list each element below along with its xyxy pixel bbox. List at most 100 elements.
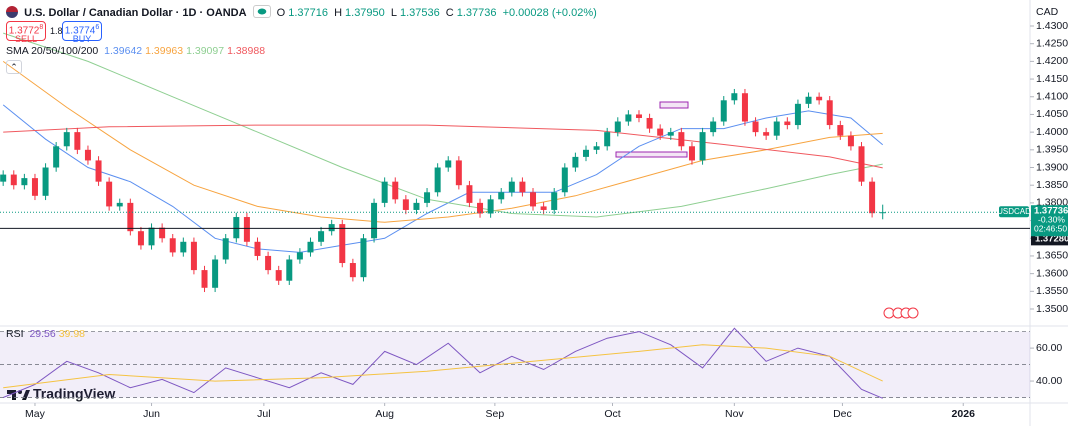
indicator-line — [3, 344, 883, 389]
last-change: -0.30% — [1038, 214, 1065, 224]
candle-body — [0, 174, 7, 182]
candle-body — [84, 149, 91, 161]
last-price-badge — [1031, 205, 1068, 237]
candle-body — [657, 128, 664, 136]
candle-body — [106, 181, 113, 207]
y-tick-label: 1.35000 — [1036, 303, 1068, 315]
y-tick-label: 1.42500 — [1036, 37, 1068, 49]
sell-button[interactable]: 1.37728 SELL — [6, 21, 46, 45]
collapse-button[interactable]: ⌃ — [6, 60, 22, 74]
symbol-badge — [999, 206, 1029, 218]
rsi-value: 29.56 — [29, 328, 56, 340]
candle-body — [826, 100, 833, 126]
candle-body — [180, 241, 187, 253]
candle-body — [858, 146, 865, 182]
x-tick-label: Oct — [604, 408, 620, 420]
x-tick-label: Nov — [725, 408, 744, 420]
candle-body — [392, 181, 399, 200]
candle-body — [402, 199, 409, 210]
candle-body — [498, 192, 505, 200]
sell-price: 1.3772 — [8, 25, 40, 37]
candle-body — [710, 121, 717, 133]
visibility-toggle[interactable] — [252, 5, 271, 18]
y-tick-label: 1.41000 — [1036, 91, 1068, 103]
x-tick-label: 2026 — [952, 408, 976, 420]
candle-body — [328, 224, 335, 232]
x-tick-label: Jul — [257, 408, 270, 420]
buy-button[interactable]: 1.37746 BUY — [62, 21, 102, 44]
ohlc-label: C — [445, 7, 454, 19]
ohlc-value: 1.37536 — [399, 7, 440, 19]
y-tick-label: 1.40500 — [1036, 108, 1068, 120]
candle-body — [477, 202, 484, 214]
candle-body — [445, 160, 452, 168]
candle-body — [646, 117, 653, 129]
candle-body — [784, 121, 791, 126]
candle-body — [21, 178, 28, 186]
y-tick-label: 1.39000 — [1036, 161, 1068, 173]
candle-body — [212, 259, 219, 288]
candle-body — [635, 114, 642, 118]
candle-body — [466, 185, 473, 203]
candle-body — [572, 156, 579, 168]
y-tick-label: 1.43000 — [1036, 20, 1068, 32]
candle-body — [869, 181, 876, 214]
candle-body — [763, 132, 770, 136]
y-tick-label: 40.00 — [1036, 375, 1062, 387]
y-tick-label: 1.40000 — [1036, 126, 1068, 138]
indicator-value: 1.38988 — [227, 45, 266, 57]
candle-body — [307, 241, 314, 253]
y-tick-label: 1.39500 — [1036, 144, 1068, 156]
candle-body — [688, 146, 695, 161]
y-tick-label: 1.35500 — [1036, 285, 1068, 297]
logo-mark — [7, 390, 16, 400]
symbol-title[interactable]: U.S. Dollar / Canadian Dollar · 1D · OAN… — [24, 7, 247, 19]
drawn-rectangle[interactable] — [659, 101, 689, 109]
candle-body — [127, 202, 134, 232]
x-tick-label: Aug — [375, 408, 394, 420]
candle-body — [265, 255, 272, 271]
sell-label: SELL — [14, 34, 38, 45]
symbol-label: USDCAD — [997, 207, 1031, 216]
candle-body — [190, 241, 197, 271]
candle-body — [53, 146, 60, 168]
candle-body — [349, 263, 356, 278]
candle-body — [286, 259, 293, 281]
indicator-value: 1.39642 — [104, 45, 143, 57]
event-icons[interactable] — [883, 307, 919, 319]
candle-body — [254, 241, 261, 256]
candle-body — [318, 231, 325, 242]
candle-body — [837, 125, 844, 136]
ohlc-value: 1.37950 — [345, 7, 385, 19]
candle-body — [222, 238, 229, 260]
ohlc-value: 1.37736 — [456, 7, 497, 19]
indicator-legend: SMA 20/50/100/200 1.39642 1.39963 1.39097 1… — [6, 45, 268, 57]
candle-body — [360, 238, 367, 278]
x-tick-label: May — [25, 408, 46, 420]
candle-body — [561, 167, 568, 193]
candle-body — [773, 121, 780, 136]
candle-body — [201, 270, 208, 288]
bar-countdown: 02:46:50 — [1034, 223, 1067, 233]
y-tick-label: 1.36500 — [1036, 250, 1068, 262]
indicator-line — [3, 124, 883, 169]
candle-body — [699, 132, 706, 161]
candle-body — [74, 132, 81, 150]
indicator-title[interactable]: SMA 20/50/100/200 — [6, 45, 99, 57]
candle-body — [752, 121, 759, 133]
rsi-title[interactable]: RSI — [6, 328, 24, 340]
candle-body — [847, 135, 854, 147]
drawn-rectangle[interactable] — [615, 151, 688, 158]
symbol-header: U.S. Dollar / Canadian Dollar · 1D · OAN… — [6, 5, 600, 19]
candle-body — [530, 192, 537, 207]
y-tick-label: 60.00 — [1036, 342, 1062, 354]
event-icon[interactable] — [907, 307, 919, 319]
y-tick-label: 1.41500 — [1036, 73, 1068, 85]
candle-body — [805, 96, 812, 104]
indicator-value: 1.39963 — [145, 45, 184, 57]
candle-body — [296, 252, 303, 260]
candle-body — [42, 167, 49, 196]
candle-body — [731, 93, 738, 101]
candle-body — [413, 202, 420, 210]
candle-body — [604, 132, 611, 147]
